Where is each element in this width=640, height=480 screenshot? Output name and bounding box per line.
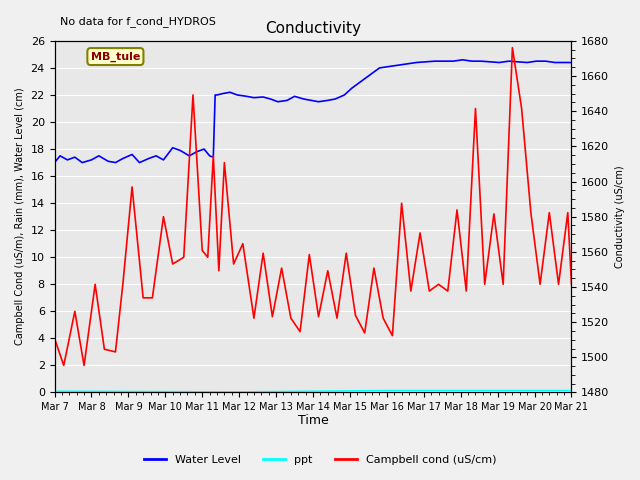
Legend: Water Level, ppt, Campbell cond (uS/cm): Water Level, ppt, Campbell cond (uS/cm)	[140, 451, 500, 469]
Title: Conductivity: Conductivity	[265, 21, 361, 36]
Y-axis label: Campbell Cond (uS/m), Rain (mm), Water Level (cm): Campbell Cond (uS/m), Rain (mm), Water L…	[15, 88, 25, 346]
Y-axis label: Conductivity (uS/cm): Conductivity (uS/cm)	[615, 166, 625, 268]
Text: MB_tule: MB_tule	[91, 51, 140, 62]
X-axis label: Time: Time	[298, 414, 328, 427]
Text: No data for f_cond_HYDROS: No data for f_cond_HYDROS	[60, 16, 216, 27]
